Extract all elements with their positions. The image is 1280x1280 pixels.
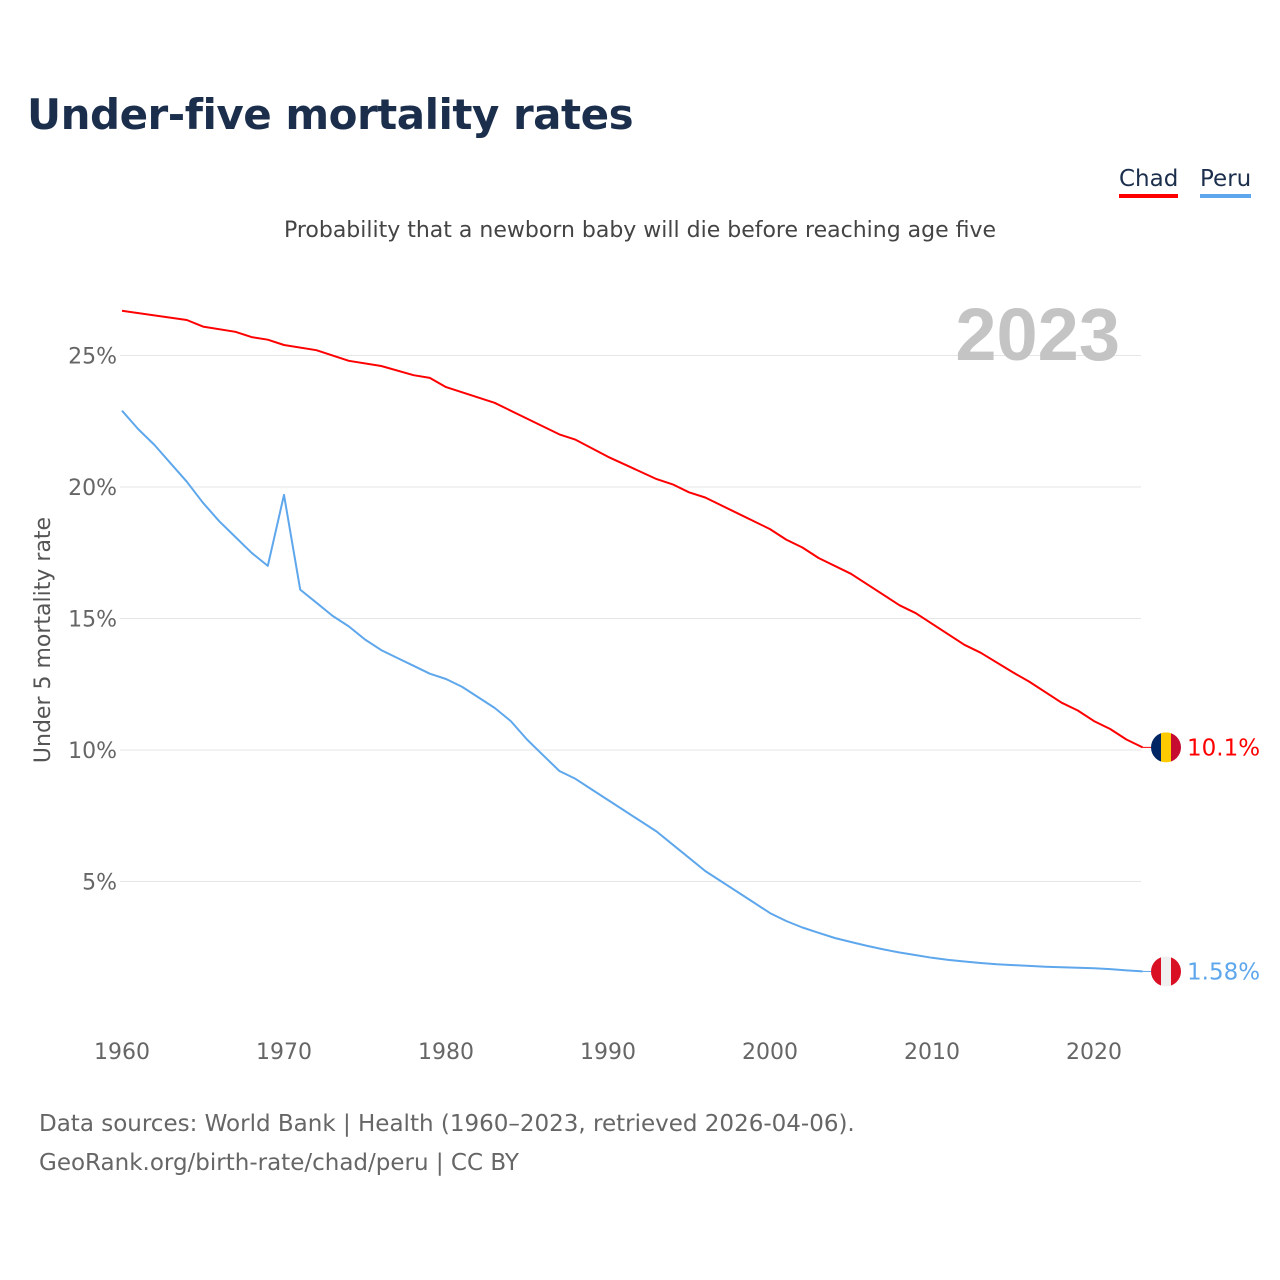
flag-icon-peru (1151, 956, 1181, 987)
x-tick-label: 2020 (1066, 1040, 1122, 1065)
flag-stripe (1161, 956, 1172, 987)
flag-stripe (1171, 956, 1181, 987)
end-value-label-chad: 10.1% (1187, 735, 1260, 761)
chart-subtitle: Probability that a newborn baby will die… (283, 218, 997, 243)
end-value-label-peru: 1.58% (1187, 959, 1260, 985)
year-label: 2023 (955, 293, 1120, 376)
flag-stripe (1151, 732, 1162, 763)
y-tick-label: 25% (68, 345, 117, 370)
source-text: Data sources: World Bank | Health (1960–… (39, 1111, 855, 1137)
flag-stripe (1151, 956, 1162, 987)
legend-item-chad[interactable]: Chad (1119, 166, 1179, 198)
x-tick-label: 1990 (580, 1040, 636, 1065)
x-tick-label: 2010 (904, 1040, 960, 1065)
y-tick-label: 20% (68, 476, 117, 501)
series-line-peru (121, 410, 1143, 973)
x-tick-label: 1970 (256, 1040, 312, 1065)
legend-item-peru[interactable]: Peru (1200, 166, 1252, 198)
source-link[interactable]: GeoRank.org/birth-rate/chad/peru | CC BY (39, 1150, 519, 1176)
x-tick-label: 1980 (418, 1040, 474, 1065)
chart-title: Under-five mortality rates (27, 90, 634, 139)
y-tick-label: 5% (82, 871, 117, 896)
x-tick-label: 1960 (94, 1040, 150, 1065)
flag-icon-chad (1151, 732, 1181, 763)
y-tick-label: 10% (68, 739, 117, 764)
y-axis-label: Under 5 mortality rate (31, 517, 56, 763)
series-line-chad (121, 309, 1144, 749)
footer: Data sources: World Bank | Health (1960–… (39, 1105, 855, 1183)
flag-stripe (1161, 732, 1172, 763)
y-tick-label: 15% (68, 608, 117, 633)
flag-stripe (1171, 732, 1181, 763)
x-tick-label: 2000 (742, 1040, 798, 1065)
